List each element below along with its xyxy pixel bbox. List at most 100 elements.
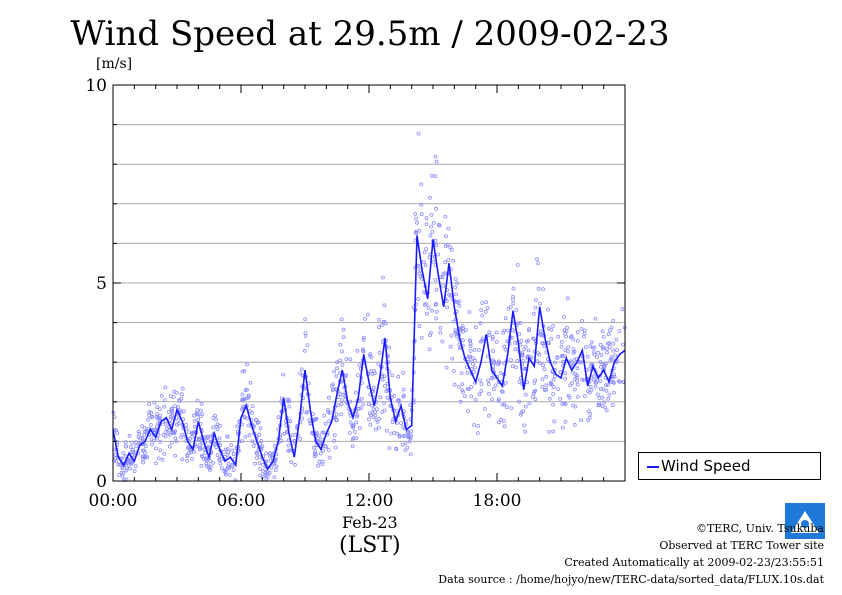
scatter-point [433, 174, 438, 179]
scatter-point [247, 393, 251, 398]
scatter-point [174, 422, 179, 427]
scatter-point [585, 354, 590, 359]
scatter-point [609, 325, 614, 330]
scatter-point [369, 369, 374, 374]
scatter-point [375, 419, 380, 424]
scatter-point [390, 420, 395, 424]
scatter-point [382, 408, 387, 413]
scatter-point [434, 302, 439, 306]
scatter-point [371, 385, 376, 390]
scatter-point [434, 206, 438, 211]
scatter-point [199, 463, 204, 468]
scatter-point [382, 401, 386, 405]
scatter-point [575, 382, 580, 387]
scatter-point [601, 334, 606, 339]
scatter-point [137, 440, 142, 445]
scatter-point [508, 305, 513, 309]
scatter-point [544, 387, 548, 392]
scatter-point [147, 413, 152, 418]
scatter-point [600, 345, 605, 350]
scatter-point [523, 344, 528, 349]
scatter-point [223, 447, 228, 452]
scatter-point [211, 425, 216, 430]
scatter-point [609, 355, 614, 359]
scatter-point [197, 447, 202, 452]
scatter-point [397, 434, 402, 439]
scatter-point [424, 247, 429, 251]
scatter-point [596, 392, 600, 397]
scatter-point [170, 406, 175, 411]
scatter-point [392, 430, 397, 435]
scatter-point [325, 407, 330, 412]
scatter-point [430, 229, 435, 234]
scatter-point [380, 377, 385, 382]
scatter-point [443, 214, 448, 219]
scatter-point [251, 444, 256, 449]
scatter-point [417, 271, 422, 276]
scatter-point [480, 313, 485, 318]
y-axis: 0 5 10 [85, 76, 625, 492]
scatter-point [469, 384, 474, 389]
scatter-point [394, 408, 399, 413]
scatter-point [376, 317, 381, 322]
scatter-point [490, 397, 495, 402]
scatter-point [248, 409, 253, 413]
scatter-point [440, 339, 445, 344]
scatter-point [243, 388, 248, 393]
scatter-point [606, 383, 610, 388]
scatter-point [461, 390, 465, 394]
scatter-point [198, 414, 203, 419]
scatter-point [158, 448, 163, 453]
scatter-point [173, 453, 178, 458]
scatter-point [518, 321, 523, 325]
scatter-point [136, 429, 141, 434]
scatter-point [538, 331, 543, 336]
scatter-point [377, 350, 382, 355]
scatter-point [427, 255, 432, 260]
scatter-point [419, 182, 424, 187]
scatter-point [208, 468, 212, 472]
scatter-point [254, 418, 259, 423]
scatter-point [150, 442, 154, 447]
scatter-point [263, 467, 268, 472]
scatter-point [180, 457, 185, 462]
scatter-point [282, 431, 287, 436]
scatter-point [143, 454, 148, 459]
scatter-point [496, 420, 501, 425]
legend-line-swatch [647, 466, 659, 468]
footer-created: Created Automatically at 2009-02-23/23:5… [564, 556, 824, 569]
scatter-point [523, 392, 528, 397]
scatter-point [341, 327, 346, 332]
scatter-point [230, 464, 235, 469]
scatter-point [376, 362, 381, 366]
scatter-point [597, 403, 602, 408]
scatter-point [546, 307, 550, 312]
scatter-point [155, 405, 160, 410]
scatter-point [387, 345, 391, 350]
scatter-point [289, 460, 294, 465]
scatter-point [354, 414, 359, 419]
scatter-point [468, 357, 473, 362]
scatter-point [313, 417, 318, 422]
scatter-point [335, 366, 340, 371]
scatter-point [518, 412, 523, 417]
scatter-point [173, 436, 178, 441]
scatter-point [320, 430, 325, 435]
scatter-point [448, 245, 453, 250]
scatter-point [563, 331, 567, 336]
scatter-point [589, 388, 594, 392]
scatter-point [235, 424, 240, 429]
scatter-point [560, 425, 565, 430]
scatter-point [240, 407, 245, 412]
scatter-point [408, 403, 413, 408]
scatter-point [438, 325, 443, 330]
scatter-point [511, 286, 516, 291]
scatter-point [174, 439, 179, 444]
scatter-point [593, 380, 598, 385]
scatter-point [298, 436, 303, 441]
scatter-point [600, 404, 605, 409]
y-tick-label: 5 [96, 274, 107, 294]
scatter-point [382, 303, 387, 308]
scatter-point [436, 222, 441, 227]
